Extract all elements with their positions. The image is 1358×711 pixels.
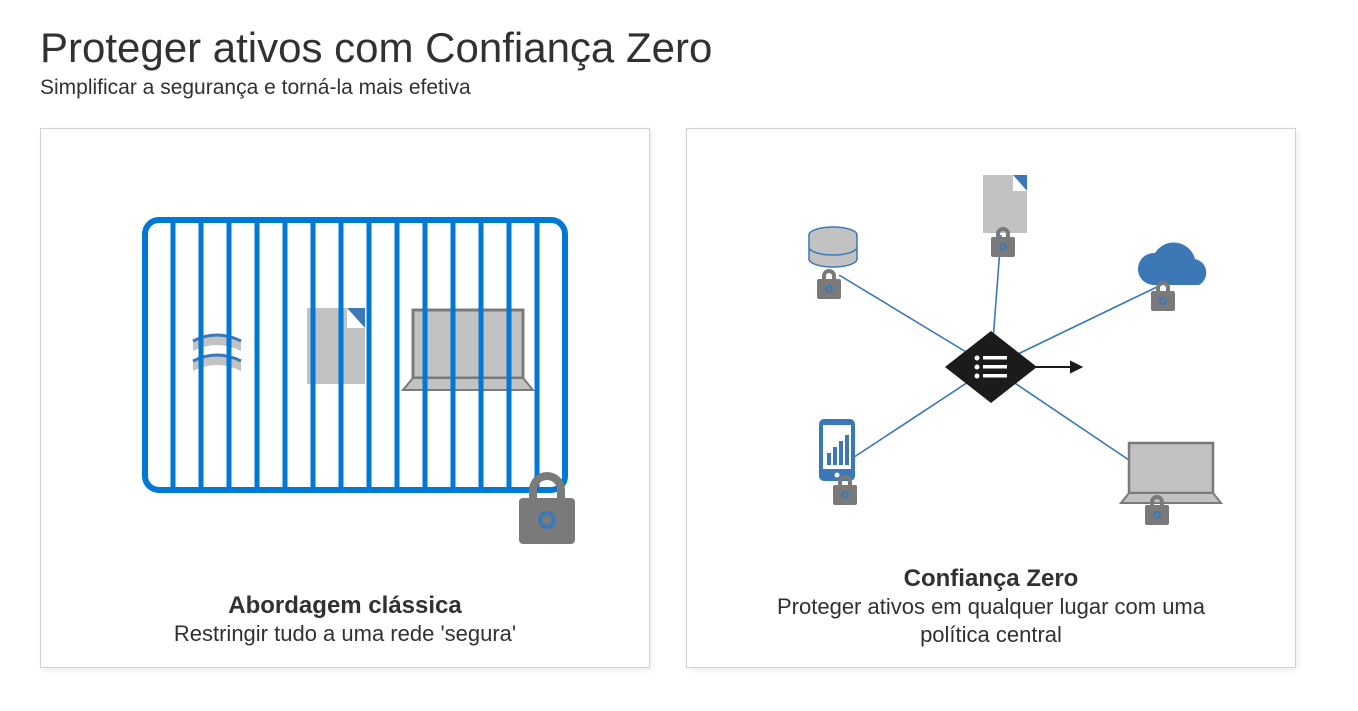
card-classic-title: Abordagem clássica	[228, 592, 461, 620]
cloud-node-icon	[1138, 243, 1206, 285]
cards-row: Abordagem clássica Restringir tudo a uma…	[40, 128, 1318, 668]
classic-illustration	[61, 157, 629, 584]
phone-node-icon	[819, 419, 855, 481]
page-title: Proteger ativos com Confiança Zero	[40, 24, 1318, 72]
card-classic: Abordagem clássica Restringir tudo a uma…	[40, 128, 650, 668]
document-node-icon	[983, 175, 1027, 233]
policy-center-icon	[945, 331, 1037, 403]
lock-small-icon	[1151, 281, 1175, 311]
document-icon	[307, 308, 365, 384]
card-zerotrust-desc: Proteger ativos em qualquer lugar com um…	[741, 593, 1241, 648]
page-subtitle: Simplificar a segurança e torná-la mais …	[40, 76, 1318, 100]
laptop-node-icon	[1121, 443, 1221, 503]
card-zerotrust-title: Confiança Zero	[904, 565, 1079, 593]
zerotrust-svg	[711, 157, 1271, 557]
classic-svg	[85, 180, 605, 560]
card-zerotrust: Confiança Zero Proteger ativos em qualqu…	[686, 128, 1296, 668]
zerotrust-illustration	[707, 157, 1275, 557]
lock-small-icon	[817, 269, 841, 299]
database-node-icon	[809, 227, 857, 267]
card-classic-desc: Restringir tudo a uma rede 'segura'	[174, 620, 516, 648]
